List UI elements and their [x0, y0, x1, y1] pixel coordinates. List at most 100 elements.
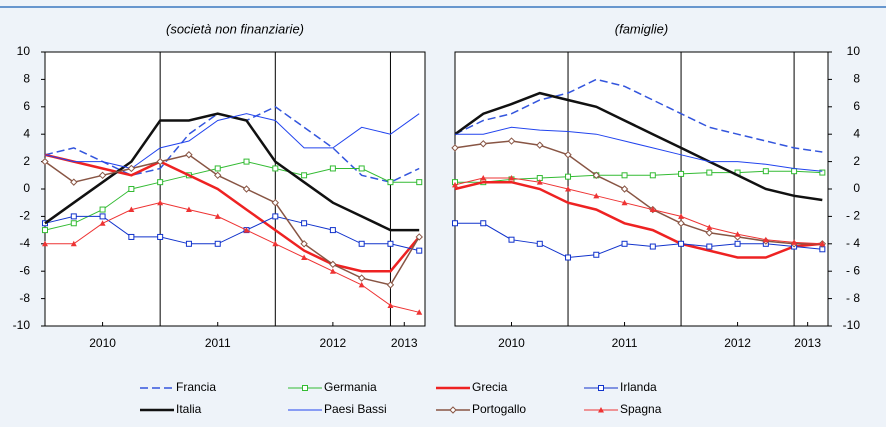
marker: [185, 151, 193, 159]
series-line: [454, 140, 823, 245]
y-tick-label: 0: [853, 181, 860, 195]
marker: [536, 240, 543, 247]
marker: [706, 243, 713, 250]
marker: [592, 171, 600, 180]
marker: [41, 157, 49, 166]
marker: [214, 165, 221, 172]
marker: [678, 240, 685, 247]
legend-label: Italia: [176, 402, 202, 416]
series-line: [44, 113, 420, 170]
marker: [70, 220, 77, 227]
marker: [678, 170, 685, 177]
y-tick-label: - 4: [846, 236, 860, 250]
marker: [99, 220, 106, 226]
marker: [271, 198, 280, 207]
marker: [301, 254, 308, 260]
marker: [358, 165, 365, 172]
marker: [70, 240, 77, 247]
marker: [762, 236, 769, 243]
marker: [536, 179, 543, 185]
marker: [620, 185, 629, 193]
marker: [598, 385, 604, 391]
legend-label: Spagna: [620, 402, 662, 416]
marker: [706, 224, 713, 230]
marker: [42, 240, 48, 247]
marker: [214, 171, 222, 180]
series-line: [44, 161, 420, 231]
y-tick-label: - 8: [846, 291, 860, 305]
legend-label: Irlanda: [620, 380, 657, 394]
marker: [416, 247, 423, 254]
series-line: [44, 153, 421, 273]
x-tick-label: 2010: [89, 336, 116, 350]
y-tick-label: 8: [853, 72, 860, 86]
marker: [479, 140, 487, 148]
marker: [329, 260, 337, 269]
y-tick-label: 4: [23, 126, 30, 140]
marker: [128, 206, 135, 213]
marker: [214, 240, 221, 247]
marker: [621, 240, 628, 247]
marker: [416, 309, 423, 315]
plot-area: [44, 51, 426, 327]
marker: [157, 179, 164, 186]
marker: [99, 213, 106, 220]
marker: [243, 227, 250, 233]
y-tick-label: 6: [853, 99, 860, 113]
y-tick-label: 0: [23, 181, 30, 195]
series-line: [454, 78, 823, 153]
y-tick-label: -10: [843, 318, 861, 332]
marker: [507, 137, 516, 145]
y-tick-label: 4: [853, 126, 860, 140]
marker: [678, 213, 685, 219]
y-tick-label: -10: [13, 318, 31, 332]
marker: [649, 172, 656, 179]
marker: [358, 281, 365, 288]
panel-title: (società non finanziarie): [166, 21, 304, 36]
marker: [565, 254, 572, 261]
plot-area: [454, 51, 829, 327]
marker: [128, 233, 135, 240]
series-line: [454, 180, 823, 259]
marker: [70, 178, 78, 186]
series-line: [454, 177, 823, 245]
marker: [357, 274, 366, 282]
marker: [127, 164, 136, 173]
marker: [449, 406, 457, 414]
marker: [185, 240, 192, 247]
marker: [415, 233, 423, 241]
y-tick-label: -2: [19, 209, 30, 223]
marker: [508, 175, 515, 181]
y-tick-label: - 2: [846, 209, 860, 223]
x-tick-label: 2012: [320, 336, 347, 350]
marker: [98, 171, 107, 180]
marker: [677, 219, 685, 227]
marker: [593, 251, 600, 258]
marker: [452, 220, 458, 227]
marker: [791, 239, 798, 245]
marker: [564, 151, 572, 159]
marker: [565, 173, 572, 180]
marker: [416, 179, 423, 186]
marker: [565, 186, 572, 192]
y-tick-label: 10: [17, 44, 31, 58]
marker: [734, 231, 741, 237]
marker: [272, 240, 279, 247]
marker: [272, 165, 279, 172]
marker: [819, 169, 826, 176]
marker: [480, 175, 487, 181]
x-tick-label: 2011: [205, 336, 231, 350]
marker: [387, 240, 394, 247]
marker: [128, 186, 135, 192]
marker: [185, 206, 192, 213]
series-line: [455, 222, 823, 259]
x-tick-label: 2011: [612, 336, 638, 350]
x-tick-label: 2012: [724, 336, 751, 350]
marker: [157, 233, 164, 240]
y-tick-label: 10: [847, 44, 861, 58]
marker: [387, 179, 394, 186]
marker: [214, 213, 221, 219]
x-tick-label: 2013: [391, 336, 418, 350]
y-tick-label: 2: [853, 154, 860, 168]
